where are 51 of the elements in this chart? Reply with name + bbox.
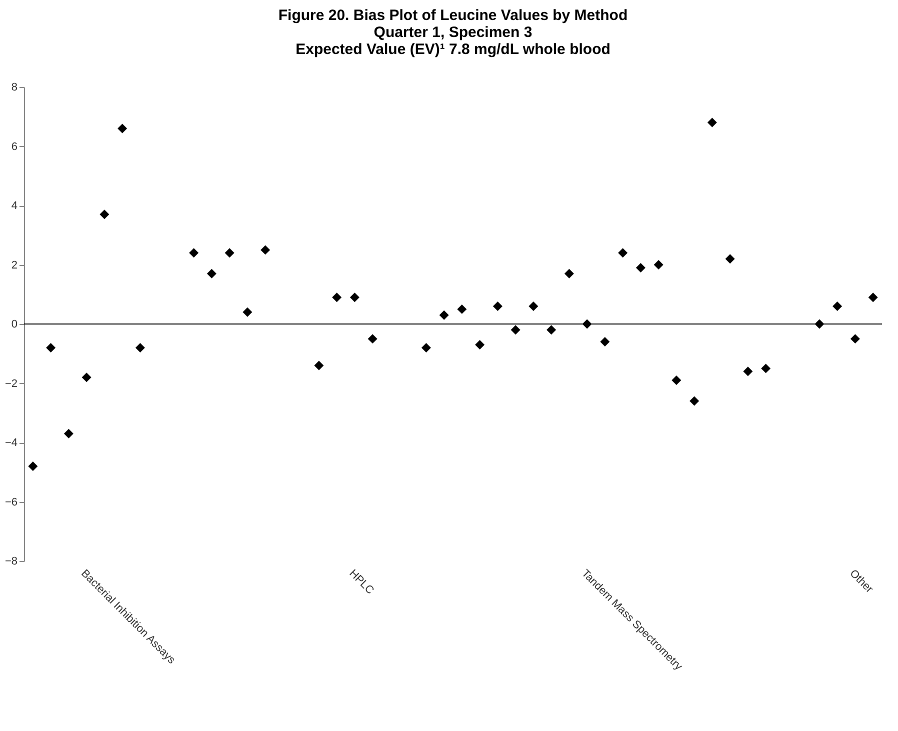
- point: [350, 292, 360, 302]
- point: [28, 461, 38, 471]
- chart-subtitle: Quarter 1, Specimen 3 Expected Value (EV)¹ 7.8 mg/dL whole blood: [296, 24, 610, 58]
- point: [135, 342, 145, 352]
- point: [725, 254, 735, 264]
- y-tick-label: −4: [4, 437, 18, 449]
- point: [64, 428, 74, 438]
- point: [118, 124, 128, 134]
- point: [421, 342, 431, 352]
- point: [224, 248, 234, 258]
- point: [546, 325, 556, 335]
- y-tick-label: 0: [11, 318, 18, 330]
- point: [690, 396, 700, 406]
- point: [564, 268, 574, 278]
- point: [242, 307, 252, 317]
- y-tick-label: −8: [4, 556, 18, 568]
- point: [868, 292, 878, 302]
- point: [314, 360, 324, 370]
- point: [189, 248, 199, 258]
- point: [743, 366, 753, 376]
- point: [832, 301, 842, 311]
- point: [600, 337, 610, 347]
- point: [672, 376, 682, 386]
- point: [492, 301, 502, 311]
- point: [636, 262, 646, 272]
- point: [332, 292, 342, 302]
- point: [510, 325, 520, 335]
- chart-title: Figure 20. Bias Plot of Leucine Values by Method: [278, 7, 628, 24]
- point: [850, 334, 860, 344]
- y-tick-label: 4: [11, 200, 18, 212]
- point: [654, 260, 664, 270]
- y-tick-label: 6: [11, 140, 18, 153]
- point: [368, 334, 378, 344]
- point: [814, 319, 824, 329]
- point: [457, 304, 467, 314]
- point: [618, 248, 628, 258]
- point: [100, 210, 110, 220]
- point: [475, 340, 485, 350]
- point: [582, 319, 592, 329]
- point: [439, 310, 449, 320]
- point: [707, 118, 717, 128]
- y-tick-label: −2: [4, 378, 18, 390]
- point: [260, 245, 270, 255]
- point: [761, 364, 771, 374]
- point: [82, 372, 92, 382]
- point: [206, 268, 216, 278]
- y-tick-label: 2: [11, 259, 18, 272]
- point: [528, 301, 538, 311]
- y-tick-label: 8: [11, 82, 18, 94]
- y-tick-label: −6: [4, 496, 18, 508]
- point: [46, 342, 56, 352]
